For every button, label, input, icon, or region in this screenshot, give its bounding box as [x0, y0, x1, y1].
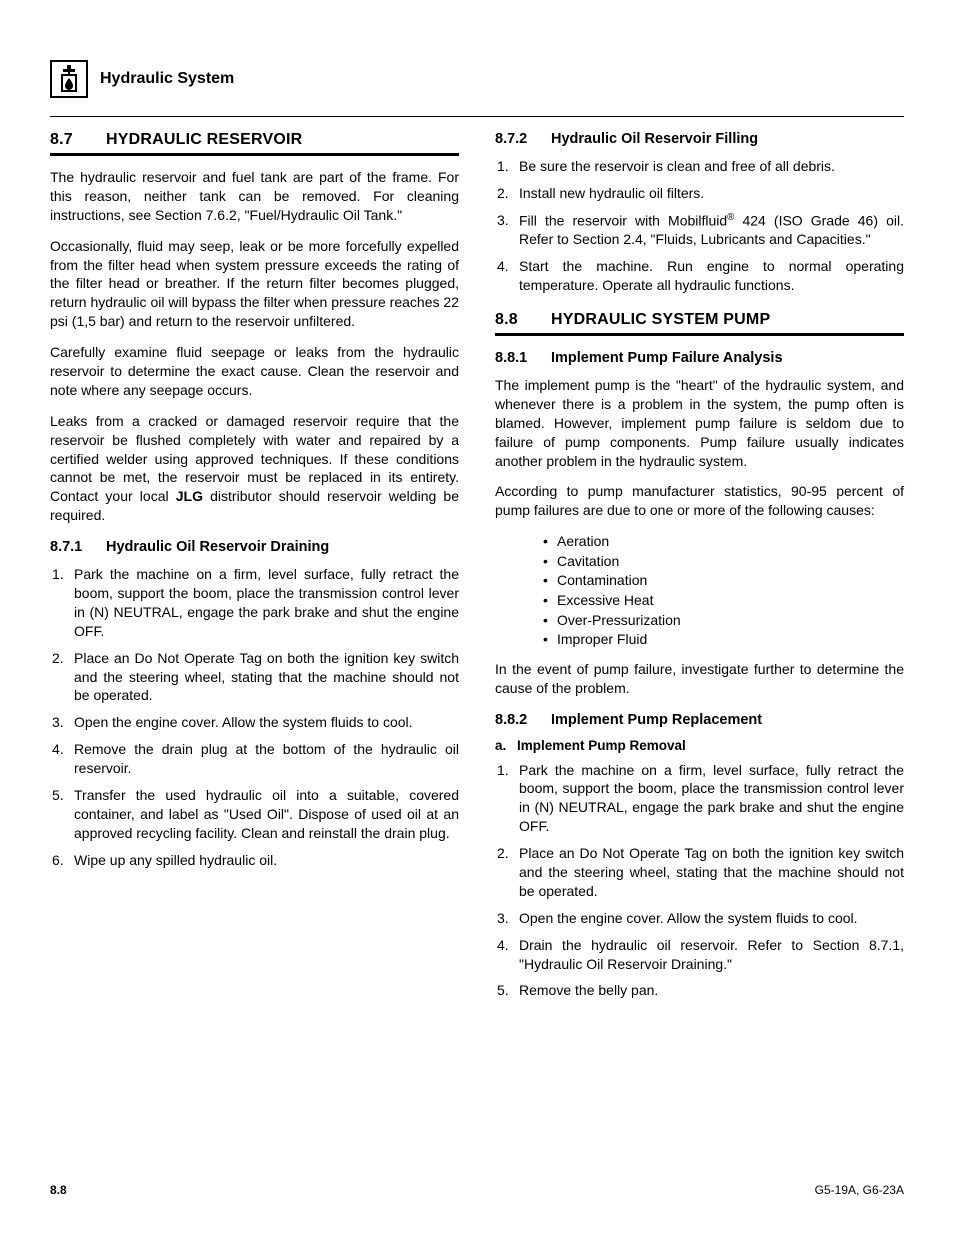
doc-id: G5-19A, G6-23A — [815, 1183, 904, 1197]
body-paragraph: Leaks from a cracked or damaged reservoi… — [50, 412, 459, 525]
sub-number: 8.7.1 — [50, 539, 106, 555]
list-item: Excessive Heat — [543, 591, 904, 611]
section-title: HYDRAULIC SYSTEM PUMP — [551, 311, 770, 329]
section-rule — [50, 153, 459, 156]
list-item: Start the machine. Run engine to normal … — [495, 257, 904, 295]
body-paragraph: The hydraulic reservoir and fuel tank ar… — [50, 168, 459, 225]
section-number: 8.7 — [50, 131, 106, 149]
text: Fill the reservoir with Mobilfluid — [519, 212, 727, 228]
list-item: Park the machine on a firm, level surfac… — [495, 761, 904, 837]
sub-number: 8.8.1 — [495, 350, 551, 366]
list-item: Improper Fluid — [543, 630, 904, 650]
page-header: Hydraulic System — [50, 60, 904, 98]
sub-number: 8.7.2 — [495, 131, 551, 147]
list-item: Place an Do Not Operate Tag on both the … — [495, 844, 904, 901]
list-item: Transfer the used hydraulic oil into a s… — [50, 786, 459, 843]
sub-8-8-2-heading: 8.8.2 Implement Pump Replacement — [495, 712, 904, 728]
sub-title: Implement Pump Failure Analysis — [551, 350, 783, 366]
list-item: Install new hydraulic oil filters. — [495, 184, 904, 203]
page-number: 8.8 — [50, 1183, 67, 1197]
body-paragraph: In the event of pump failure, investigat… — [495, 660, 904, 698]
list-item: Cavitation — [543, 552, 904, 572]
left-column: 8.7 HYDRAULIC RESERVOIR The hydraulic re… — [50, 131, 459, 1008]
alpha-a-heading: a. Implement Pump Removal — [495, 738, 904, 753]
sub-8-7-1-heading: 8.7.1 Hydraulic Oil Reservoir Draining — [50, 539, 459, 555]
sub-title: Hydraulic Oil Reservoir Filling — [551, 131, 758, 147]
brand-jlg: JLG — [176, 488, 203, 504]
sub-title: Implement Pump Replacement — [551, 712, 762, 728]
section-number: 8.8 — [495, 311, 551, 329]
list-item: Remove the drain plug at the bottom of t… — [50, 740, 459, 778]
list-item: Wipe up any spilled hydraulic oil. — [50, 851, 459, 870]
removal-steps: Park the machine on a firm, level surfac… — [495, 761, 904, 1001]
list-item: Open the engine cover. Allow the system … — [495, 909, 904, 928]
list-item: Fill the reservoir with Mobilfluid® 424 … — [495, 211, 904, 249]
draining-steps: Park the machine on a firm, level surfac… — [50, 565, 459, 869]
list-item: Remove the belly pan. — [495, 981, 904, 1000]
body-paragraph: Occasionally, fluid may seep, leak or be… — [50, 237, 459, 331]
hydraulic-icon — [50, 60, 88, 98]
list-item: Over-Pressurization — [543, 611, 904, 631]
alpha-letter: a. — [495, 738, 517, 753]
header-rule — [50, 116, 904, 117]
alpha-title: Implement Pump Removal — [517, 738, 686, 753]
list-item: Be sure the reservoir is clean and free … — [495, 157, 904, 176]
body-paragraph: The implement pump is the "heart" of the… — [495, 376, 904, 470]
section-8-7-heading: 8.7 HYDRAULIC RESERVOIR — [50, 131, 459, 149]
list-item: Park the machine on a firm, level surfac… — [50, 565, 459, 641]
section-rule — [495, 333, 904, 336]
body-paragraph: According to pump manufacturer statistic… — [495, 482, 904, 520]
filling-steps: Be sure the reservoir is clean and free … — [495, 157, 904, 295]
list-item: Drain the hydraulic oil reservoir. Refer… — [495, 936, 904, 974]
list-item: Contamination — [543, 571, 904, 591]
list-item: Aeration — [543, 532, 904, 552]
sub-title: Hydraulic Oil Reservoir Draining — [106, 539, 329, 555]
header-title: Hydraulic System — [100, 70, 234, 88]
list-item: Place an Do Not Operate Tag on both the … — [50, 649, 459, 706]
sub-8-7-2-heading: 8.7.2 Hydraulic Oil Reservoir Filling — [495, 131, 904, 147]
content-columns: 8.7 HYDRAULIC RESERVOIR The hydraulic re… — [50, 131, 904, 1008]
right-column: 8.7.2 Hydraulic Oil Reservoir Filling Be… — [495, 131, 904, 1008]
sub-number: 8.8.2 — [495, 712, 551, 728]
page-footer: 8.8 G5-19A, G6-23A — [50, 1183, 904, 1197]
list-item: Open the engine cover. Allow the system … — [50, 713, 459, 732]
sub-8-8-1-heading: 8.8.1 Implement Pump Failure Analysis — [495, 350, 904, 366]
body-paragraph: Carefully examine fluid seepage or leaks… — [50, 343, 459, 400]
section-8-8-heading: 8.8 HYDRAULIC SYSTEM PUMP — [495, 311, 904, 329]
section-title: HYDRAULIC RESERVOIR — [106, 131, 302, 149]
failure-causes-list: Aeration Cavitation Contamination Excess… — [495, 532, 904, 650]
